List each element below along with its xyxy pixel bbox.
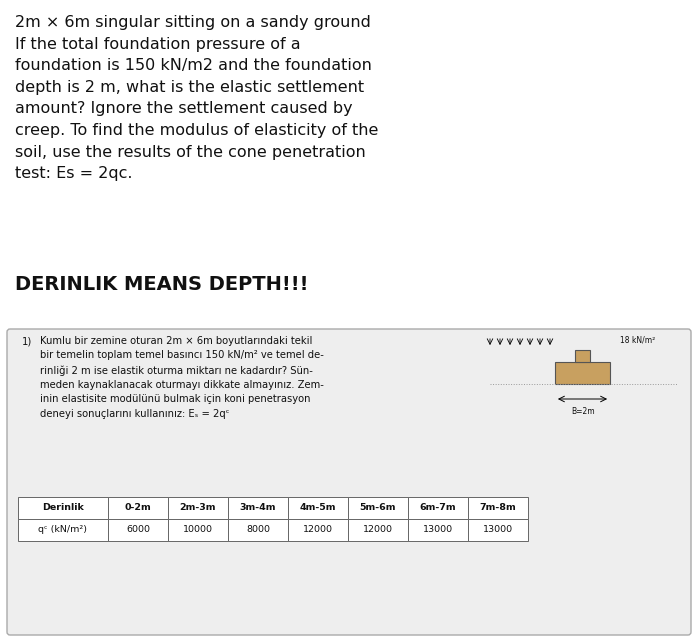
- Text: 6000: 6000: [126, 526, 150, 535]
- Text: B=2m: B=2m: [571, 407, 595, 416]
- Text: 2m × 6m singular sitting on a sandy ground
If the total foundation pressure of a: 2m × 6m singular sitting on a sandy grou…: [15, 15, 379, 181]
- Text: 1): 1): [22, 336, 32, 346]
- Text: 13000: 13000: [483, 526, 513, 535]
- Bar: [288, 497, 348, 519]
- Bar: [18, 497, 108, 519]
- Text: Derinlik: Derinlik: [42, 503, 84, 512]
- Text: DERINLIK MEANS DEPTH!!!: DERINLIK MEANS DEPTH!!!: [15, 275, 309, 294]
- Bar: [18, 519, 108, 541]
- Bar: [555, 362, 610, 384]
- Bar: [228, 519, 288, 541]
- Text: 18 kN/m²: 18 kN/m²: [620, 336, 655, 345]
- Text: 10000: 10000: [183, 526, 213, 535]
- Bar: [348, 519, 408, 541]
- Bar: [468, 519, 528, 541]
- Bar: [408, 497, 468, 519]
- FancyBboxPatch shape: [7, 329, 691, 635]
- Text: 2m-3m: 2m-3m: [180, 503, 216, 512]
- Text: 7m-8m: 7m-8m: [480, 503, 517, 512]
- Bar: [108, 497, 168, 519]
- Text: Kumlu bir zemine oturan 2m × 6m boyutlarındaki tekil
bir temelin toplam temel ba: Kumlu bir zemine oturan 2m × 6m boyutlar…: [40, 336, 324, 419]
- Text: 5m-6m: 5m-6m: [360, 503, 396, 512]
- Text: 12000: 12000: [363, 526, 393, 535]
- Text: 13000: 13000: [423, 526, 453, 535]
- Text: qᶜ (kN/m²): qᶜ (kN/m²): [38, 526, 88, 535]
- Text: 12000: 12000: [303, 526, 333, 535]
- Bar: [228, 497, 288, 519]
- Bar: [288, 519, 348, 541]
- Bar: [408, 519, 468, 541]
- Text: 3m-4m: 3m-4m: [239, 503, 276, 512]
- Bar: [108, 519, 168, 541]
- Bar: [575, 350, 590, 362]
- Bar: [168, 519, 228, 541]
- Bar: [168, 497, 228, 519]
- Bar: [348, 497, 408, 519]
- Text: 8000: 8000: [246, 526, 270, 535]
- Text: 6m-7m: 6m-7m: [420, 503, 456, 512]
- Bar: [468, 497, 528, 519]
- Text: 0-2m: 0-2m: [125, 503, 151, 512]
- Text: 4m-5m: 4m-5m: [300, 503, 336, 512]
